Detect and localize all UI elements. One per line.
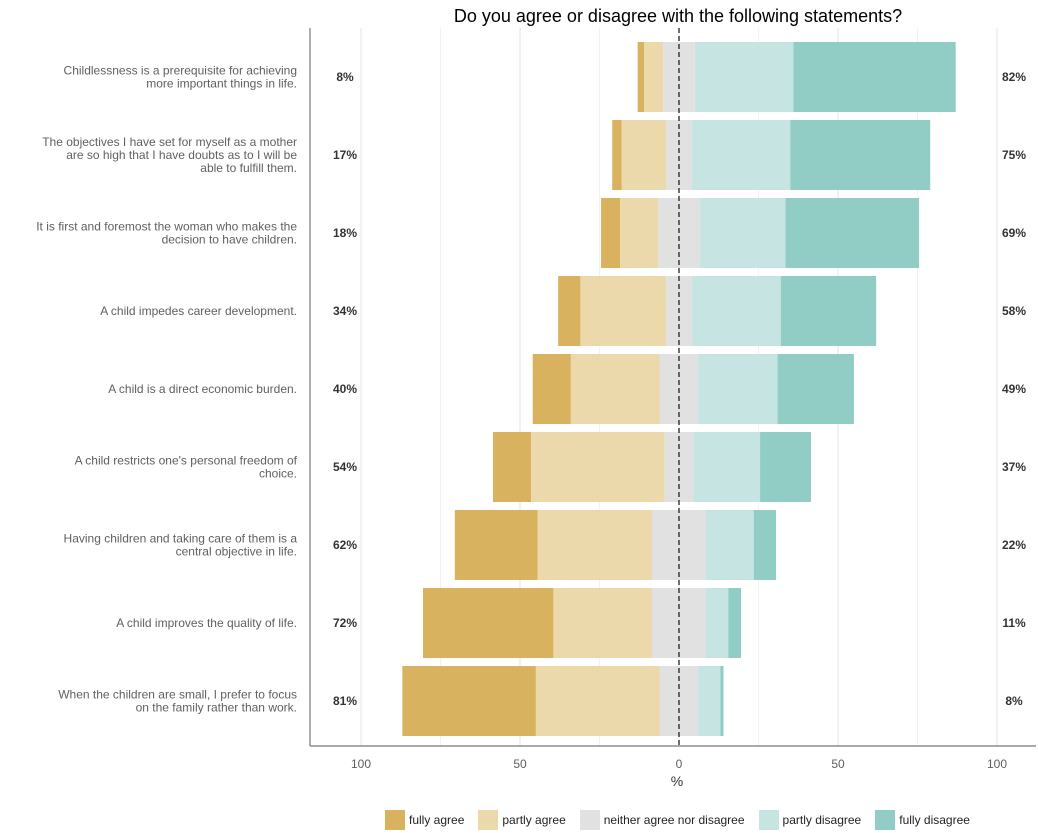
bar-segment-fully-agree [558, 276, 581, 346]
legend-swatch [478, 810, 499, 830]
disagree-percent-label: 75% [1002, 148, 1026, 162]
bar-segment-fully-agree [612, 120, 622, 190]
bar-segment-fully-agree [423, 588, 554, 658]
legend-label: neither agree nor disagree [603, 813, 745, 827]
statement-label: A child improves the quality of life. [116, 616, 297, 630]
bar-segment-partly-agree [644, 42, 664, 112]
statement-label: A child restricts one's personal freedom… [75, 454, 298, 481]
chart-title: Do you agree or disagree with the follow… [453, 6, 903, 26]
bar-segment-fully-disagree [785, 198, 920, 268]
bar-segment-neither-agree-nor-disagree [664, 432, 694, 502]
x-tick-label: 50 [513, 757, 527, 771]
bar-segment-partly-agree [535, 666, 660, 736]
bar-segment-partly-disagree [706, 588, 729, 658]
x-tick-label: 100 [987, 757, 1007, 771]
x-tick-label: 0 [676, 757, 683, 771]
agree-percent-label: 40% [333, 382, 357, 396]
legend-label: fully agree [409, 813, 465, 827]
bar-segment-fully-disagree [720, 666, 724, 736]
bar-segment-partly-agree [620, 198, 659, 268]
agree-percent-label: 17% [333, 148, 357, 162]
disagree-percent-label: 8% [1005, 694, 1023, 708]
bar-segment-partly-disagree [691, 276, 781, 346]
statement-label: A child impedes career development. [100, 304, 297, 318]
legend-swatch [875, 810, 896, 830]
agree-percent-label: 81% [333, 694, 357, 708]
bar-segment-fully-agree [492, 432, 532, 502]
statement-label: The objectives I have set for myself as … [42, 135, 297, 175]
legend: fully agree partly agree neither agree nor… [385, 810, 978, 830]
legend-item: neither agree nor disagree [579, 810, 745, 830]
bar-segment-fully-agree [532, 354, 571, 424]
statement-label: It is first and foremost the woman who m… [36, 220, 297, 247]
bar-segment-partly-disagree [691, 120, 791, 190]
bar-segment-neither-agree-nor-disagree [666, 120, 692, 190]
legend-swatch [385, 810, 405, 830]
agree-percent-label: 18% [333, 226, 357, 240]
statement-label: Childlessness is a prerequisite for achi… [64, 64, 297, 91]
disagree-percent-label: 22% [1002, 538, 1026, 552]
x-axis-label: % [671, 773, 683, 789]
legend-item: partly disagree [758, 810, 862, 830]
bar-segment-fully-agree [601, 198, 621, 268]
agree-percent-label: 54% [333, 460, 357, 474]
bar-segment-fully-disagree [760, 432, 811, 502]
bar-segment-fully-agree [402, 666, 536, 736]
statement-label: When the children are small, I prefer to… [58, 688, 297, 715]
bar-segment-partly-agree [570, 354, 660, 424]
bar-segment-fully-disagree [790, 120, 931, 190]
legend-label: fully disagree [899, 813, 970, 827]
bar-segment-partly-agree [537, 510, 652, 580]
agree-percent-label: 62% [333, 538, 357, 552]
bar-segment-partly-agree [580, 276, 667, 346]
legend-swatch [579, 810, 600, 830]
bar-segment-partly-agree [531, 432, 665, 502]
legend-label: partly agree [502, 813, 566, 827]
bar-segment-partly-disagree [698, 354, 778, 424]
disagree-percent-label: 37% [1002, 460, 1026, 474]
legend-item: fully disagree [875, 810, 970, 830]
disagree-percent-label: 49% [1002, 382, 1026, 396]
legend-item: fully agree [385, 810, 464, 830]
disagree-percent-label: 82% [1002, 70, 1026, 84]
agree-percent-label: 72% [333, 616, 357, 630]
legend-swatch [758, 810, 779, 830]
bar-segment-partly-disagree [698, 666, 721, 736]
bar-segment-partly-disagree [694, 42, 794, 112]
x-tick-label: 50 [831, 757, 845, 771]
x-tick-label: 100 [351, 757, 371, 771]
bar-segment-fully-disagree [780, 276, 877, 346]
bar-segment-fully-disagree [753, 510, 776, 580]
disagree-percent-label: 69% [1002, 226, 1026, 240]
legend-item: partly agree [478, 810, 566, 830]
bar-segment-partly-disagree [693, 432, 761, 502]
bar-segment-partly-agree [621, 120, 667, 190]
statement-label: Having children and taking care of them … [64, 532, 298, 559]
disagree-percent-label: 11% [1002, 616, 1026, 630]
statement-label: A child is a direct economic burden. [108, 382, 297, 396]
bar-segment-fully-agree [637, 42, 645, 112]
bar-segment-fully-disagree [777, 354, 854, 424]
bar-segment-partly-disagree [706, 510, 754, 580]
bar-segment-fully-disagree [793, 42, 956, 112]
bar-segment-fully-agree [454, 510, 538, 580]
bar-segment-partly-agree [553, 588, 652, 658]
agree-percent-label: 8% [336, 70, 354, 84]
disagree-percent-label: 58% [1002, 304, 1026, 318]
legend-label: partly disagree [782, 813, 862, 827]
agree-percent-label: 34% [333, 304, 357, 318]
bar-segment-partly-disagree [699, 198, 786, 268]
bar-segment-fully-disagree [728, 588, 742, 658]
